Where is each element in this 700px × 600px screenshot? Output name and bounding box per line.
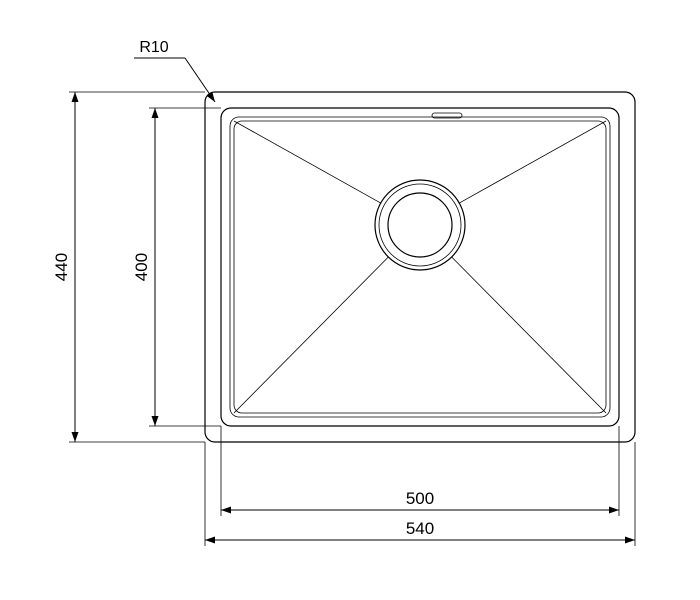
svg-text:540: 540 <box>406 519 434 538</box>
sink-technical-drawing: R10 440 400 500 540 <box>0 0 700 600</box>
svg-text:R10: R10 <box>139 39 168 56</box>
svg-text:500: 500 <box>406 489 434 508</box>
svg-text:400: 400 <box>132 253 151 281</box>
svg-text:440: 440 <box>52 253 71 281</box>
